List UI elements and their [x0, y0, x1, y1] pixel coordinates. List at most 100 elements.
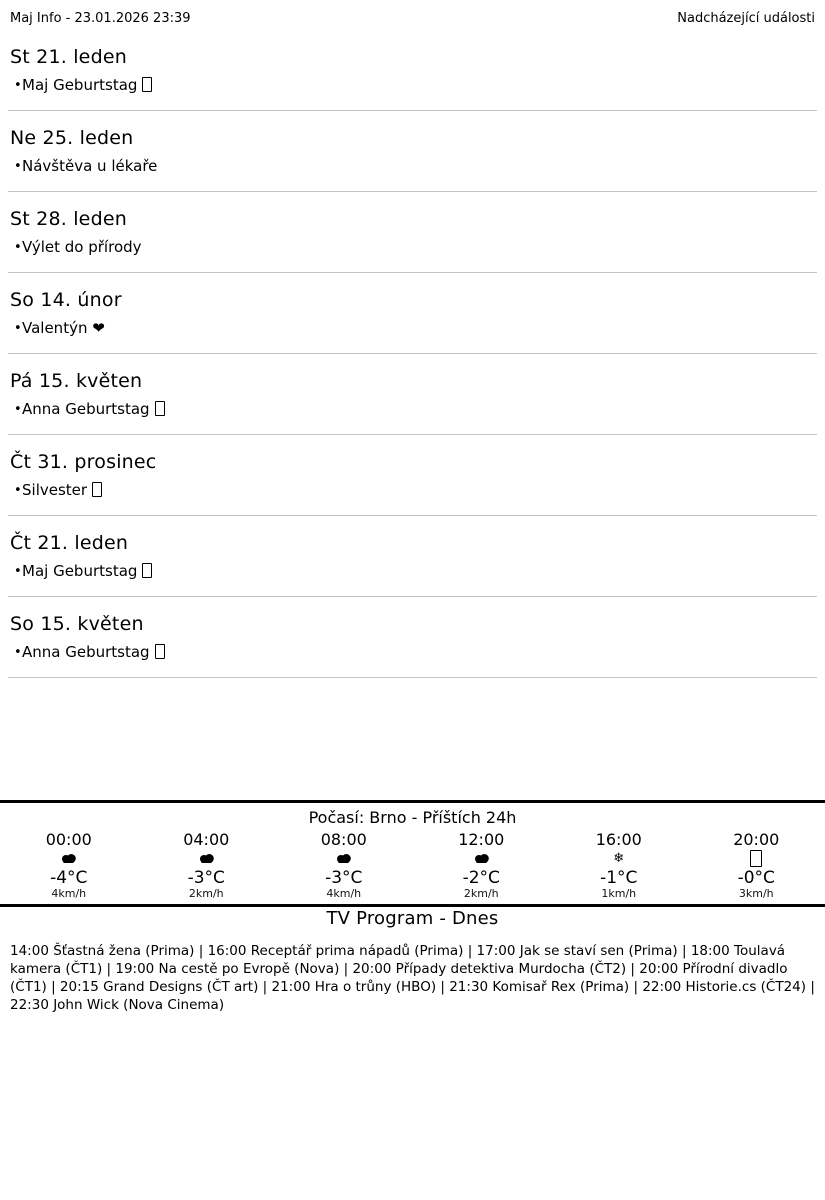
wind-speed-value: 4km/h [326, 887, 362, 900]
temperature-value: -1°C [600, 868, 638, 888]
event-item-label: Maj Geburtstag [22, 562, 138, 580]
temperature-value: -2°C [462, 868, 500, 888]
wind-speed-value: 3km/h [738, 887, 774, 900]
event-item-label: Valentýn ❤ [22, 319, 105, 337]
weather-forecast-row: 00:00 -4°C 4km/h 04:00 -3°C 2km/h 08:00 -3°C 4km… [0, 829, 825, 900]
bullet-icon: • [14, 240, 22, 255]
wind-speed-value: 1km/h [601, 887, 637, 900]
events-list: St 21. leden • Maj Geburtstag Ne 25. leden •… [8, 46, 817, 678]
event-items: • Návštěva u lékaře [8, 157, 817, 176]
event-items: • Výlet do přírody [8, 238, 817, 257]
weather-hour-column: 16:00 ❄ -1°C 1km/h [550, 829, 688, 900]
header-bar: Maj Info - 23.01.2026 23:39 Nadcházející… [0, 0, 825, 26]
event-item-label: Silvester [22, 481, 88, 499]
event-items: • Silvester [8, 481, 817, 500]
bullet-icon: • [14, 483, 22, 498]
missing-glyph-icon [154, 401, 165, 416]
missing-glyph-icon [142, 77, 153, 92]
event-date-heading: Čt 31. prosinec [10, 451, 157, 473]
temperature-value: -4°C [50, 868, 88, 888]
cloud-icon [138, 850, 276, 868]
event-items: • Anna Geburtstag [8, 643, 817, 662]
bullet-icon: • [14, 564, 22, 579]
event-item: • Výlet do přírody [8, 238, 817, 257]
weather-hour-label: 20:00 [733, 830, 780, 849]
event-items: • Maj Geburtstag [8, 76, 817, 95]
event-divider [8, 596, 817, 597]
weather-hour-label: 00:00 [45, 830, 92, 849]
event-item: • Návštěva u lékaře [8, 157, 817, 176]
event-divider [8, 110, 817, 111]
upcoming-events-label: Nadcházející události [677, 11, 815, 26]
event-item: • Anna Geburtstag [8, 643, 817, 662]
event-group: St 28. leden • Výlet do přírody [8, 208, 817, 273]
weather-hour-column: 12:00 -2°C 2km/h [413, 829, 551, 900]
event-item: • Anna Geburtstag [8, 400, 817, 419]
bullet-icon: • [14, 159, 22, 174]
event-divider [8, 677, 817, 678]
weather-hour-column: 20:00 -0°C 3km/h [688, 829, 825, 900]
event-date-heading: So 14. únor [10, 289, 122, 311]
event-date-heading: Ne 25. leden [10, 127, 134, 149]
snowflake-icon: ❄ [613, 851, 625, 866]
event-item: • Silvester [8, 481, 817, 500]
event-group: Čt 31. prosinec • Silvester [8, 451, 817, 516]
event-item: • Maj Geburtstag [8, 562, 817, 581]
weather-hour-column: 08:00 -3°C 4km/h [275, 829, 413, 900]
weather-hour-label: 12:00 [458, 830, 505, 849]
event-group: So 14. únor • Valentýn ❤ [8, 289, 817, 354]
event-divider [8, 272, 817, 273]
event-date-heading: Čt 21. leden [10, 532, 129, 554]
event-item-label: Anna Geburtstag [22, 643, 150, 661]
event-item: • Valentýn ❤ [8, 319, 817, 338]
bullet-icon: • [14, 78, 22, 93]
event-items: • Anna Geburtstag [8, 400, 817, 419]
tv-program-title: TV Program - Dnes [326, 908, 499, 929]
cloud-icon [413, 850, 551, 868]
event-item-label: Maj Geburtstag [22, 76, 138, 94]
event-group: Ne 25. leden • Návštěva u lékaře [8, 127, 817, 192]
event-date-heading: St 21. leden [10, 46, 127, 68]
event-item-label: Výlet do přírody [22, 238, 142, 256]
missing-glyph-icon [92, 482, 103, 497]
tv-program-panel: TV Program - Dnes 14:00 Šťastná žena (Pr… [0, 903, 825, 1014]
wind-speed-value: 2km/h [188, 887, 224, 900]
missing-glyph-icon [688, 850, 825, 868]
weather-hour-column: 04:00 -3°C 2km/h [138, 829, 276, 900]
weather-title: Počasí: Brno - Příštích 24h [308, 808, 517, 827]
event-divider [8, 353, 817, 354]
cloud-icon [0, 850, 138, 868]
event-group: So 15. květen • Anna Geburtstag [8, 613, 817, 678]
missing-glyph-icon [750, 850, 763, 867]
cloud-icon [275, 850, 413, 868]
event-date-heading: St 28. leden [10, 208, 127, 230]
event-date-heading: Pá 15. květen [10, 370, 143, 392]
event-group: Pá 15. květen • Anna Geburtstag [8, 370, 817, 435]
event-group: St 21. leden • Maj Geburtstag [8, 46, 817, 111]
temperature-value: -0°C [737, 868, 775, 888]
event-item-label: Návštěva u lékaře [22, 157, 158, 175]
wind-speed-value: 2km/h [463, 887, 499, 900]
weather-hour-label: 08:00 [320, 830, 367, 849]
weather-hour-label: 16:00 [595, 830, 642, 849]
weather-hour-column: 00:00 -4°C 4km/h [0, 829, 138, 900]
tv-program-listing: 14:00 Šťastná žena (Prima) | 16:00 Recep… [10, 943, 815, 1013]
event-items: • Maj Geburtstag [8, 562, 817, 581]
event-date-heading: So 15. květen [10, 613, 144, 635]
missing-glyph-icon [142, 563, 153, 578]
wind-speed-value: 4km/h [51, 887, 87, 900]
event-group: Čt 21. leden • Maj Geburtstag [8, 532, 817, 597]
event-divider [8, 515, 817, 516]
event-divider [8, 434, 817, 435]
bullet-icon: • [14, 402, 22, 417]
event-items: • Valentýn ❤ [8, 319, 817, 338]
temperature-value: -3°C [325, 868, 363, 888]
bullet-icon: • [14, 321, 22, 336]
temperature-value: -3°C [187, 868, 225, 888]
missing-glyph-icon [154, 644, 165, 659]
weather-panel: Počasí: Brno - Příštích 24h 00:00 -4°C 4km… [0, 800, 825, 907]
event-item: • Maj Geburtstag [8, 76, 817, 95]
app-title-datetime: Maj Info - 23.01.2026 23:39 [10, 11, 191, 26]
event-divider [8, 191, 817, 192]
